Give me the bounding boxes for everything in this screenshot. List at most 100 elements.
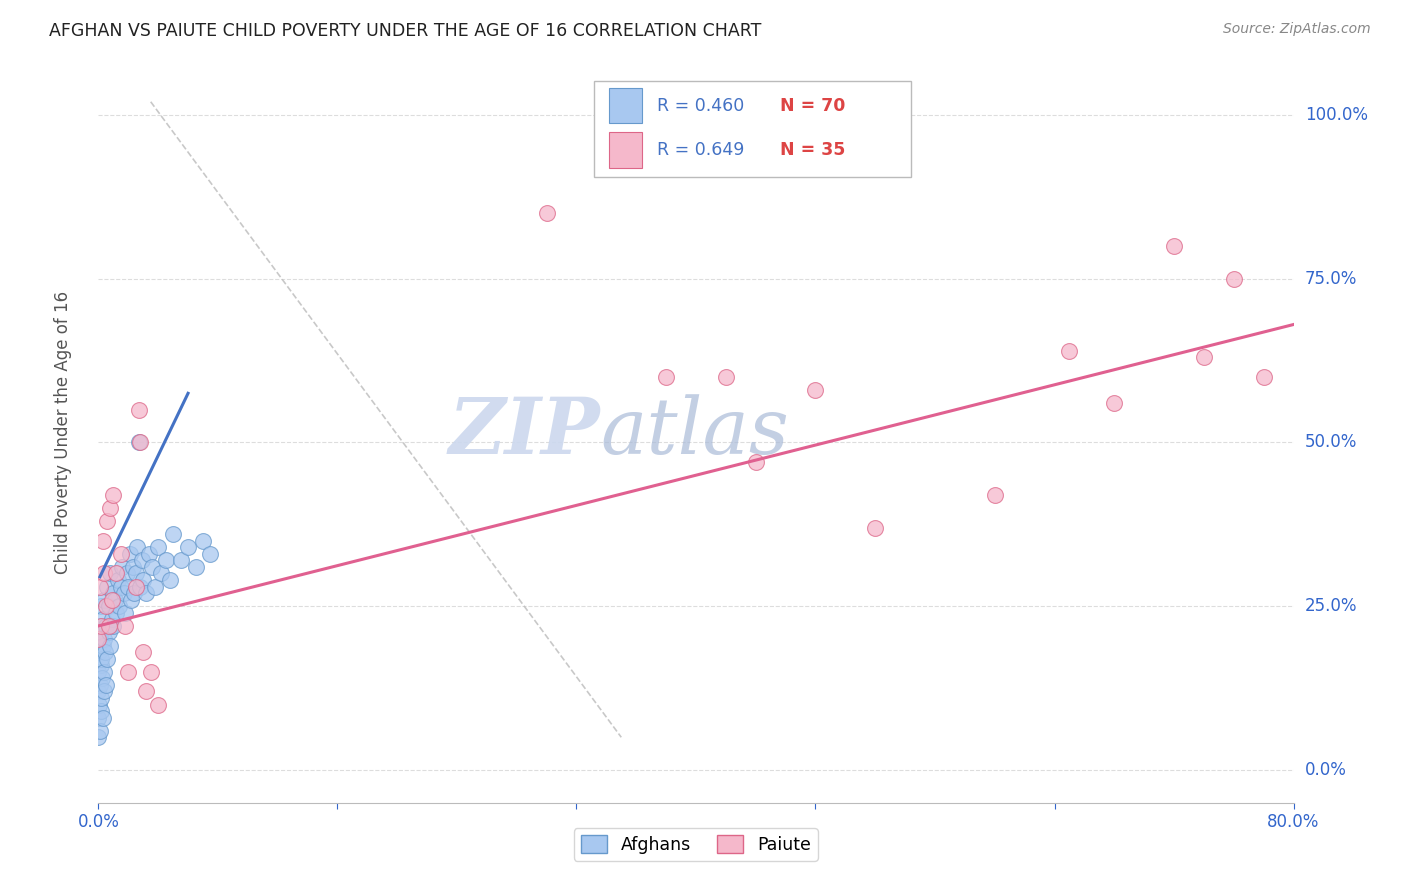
Point xyxy=(110,547,132,561)
Point xyxy=(87,711,110,725)
Point xyxy=(93,665,115,679)
Point xyxy=(148,698,170,712)
Point xyxy=(1253,370,1275,384)
Point xyxy=(91,671,114,685)
Point xyxy=(97,599,120,614)
Point xyxy=(141,560,163,574)
Point xyxy=(89,698,111,712)
Point xyxy=(101,592,124,607)
Point xyxy=(118,547,141,561)
Text: N = 35: N = 35 xyxy=(780,141,845,159)
Point xyxy=(804,383,827,397)
Point xyxy=(93,592,115,607)
Point xyxy=(114,606,136,620)
Point xyxy=(91,639,114,653)
Text: R = 0.649: R = 0.649 xyxy=(657,141,744,159)
Point xyxy=(96,514,118,528)
Point xyxy=(162,527,184,541)
Text: 100.0%: 100.0% xyxy=(1305,106,1368,124)
Text: AFGHAN VS PAIUTE CHILD POVERTY UNDER THE AGE OF 16 CORRELATION CHART: AFGHAN VS PAIUTE CHILD POVERTY UNDER THE… xyxy=(49,22,762,40)
Text: N = 70: N = 70 xyxy=(780,96,845,114)
Point xyxy=(91,612,114,626)
Point xyxy=(90,625,112,640)
Point xyxy=(191,533,214,548)
Point xyxy=(745,455,768,469)
Point xyxy=(128,402,150,417)
Point xyxy=(1163,239,1185,253)
Point xyxy=(125,580,148,594)
Point xyxy=(1104,396,1126,410)
Point xyxy=(107,573,129,587)
Point xyxy=(159,573,181,587)
Point xyxy=(94,645,117,659)
Point xyxy=(112,586,135,600)
Point xyxy=(91,533,114,548)
Point xyxy=(111,560,134,574)
Point xyxy=(94,599,117,614)
Text: ZIP: ZIP xyxy=(449,394,600,471)
Point xyxy=(124,586,146,600)
Point xyxy=(89,632,111,646)
FancyBboxPatch shape xyxy=(609,132,643,168)
Point xyxy=(98,639,122,653)
Point xyxy=(714,370,737,384)
Point xyxy=(87,684,110,698)
Text: 50.0%: 50.0% xyxy=(1305,434,1357,451)
Point xyxy=(984,488,1007,502)
Point xyxy=(143,580,166,594)
Point xyxy=(105,606,128,620)
Point xyxy=(132,573,155,587)
FancyBboxPatch shape xyxy=(609,87,643,123)
FancyBboxPatch shape xyxy=(595,81,911,178)
Point xyxy=(103,488,125,502)
Point xyxy=(90,704,112,718)
Point xyxy=(655,370,678,384)
Point xyxy=(536,206,558,220)
Point xyxy=(89,645,111,659)
Point xyxy=(127,541,149,555)
Legend: Afghans, Paiute: Afghans, Paiute xyxy=(574,828,818,861)
Point xyxy=(1192,351,1215,365)
Point xyxy=(155,553,177,567)
Point xyxy=(121,560,143,574)
Point xyxy=(103,619,125,633)
Point xyxy=(177,541,200,555)
Text: atlas: atlas xyxy=(600,394,789,471)
Point xyxy=(148,541,170,555)
Y-axis label: Child Poverty Under the Age of 16: Child Poverty Under the Age of 16 xyxy=(53,291,72,574)
Point xyxy=(91,711,114,725)
Point xyxy=(87,632,110,646)
Point xyxy=(1059,343,1081,358)
Point xyxy=(135,684,157,698)
Point xyxy=(96,651,118,665)
Point xyxy=(132,645,155,659)
Point xyxy=(97,625,120,640)
Text: R = 0.460: R = 0.460 xyxy=(657,96,744,114)
Point xyxy=(169,553,191,567)
Point xyxy=(101,612,124,626)
Point xyxy=(89,580,111,594)
Point xyxy=(90,658,112,673)
Point xyxy=(120,592,142,607)
Point xyxy=(150,566,173,581)
Point xyxy=(128,435,150,450)
Point xyxy=(865,521,887,535)
Point xyxy=(93,632,115,646)
Point xyxy=(90,690,112,705)
Text: 25.0%: 25.0% xyxy=(1305,598,1357,615)
Point xyxy=(87,731,110,745)
Point xyxy=(90,599,112,614)
Point xyxy=(96,580,118,594)
Text: 75.0%: 75.0% xyxy=(1305,269,1357,287)
Point xyxy=(129,435,152,450)
Point xyxy=(104,592,127,607)
Point xyxy=(94,678,117,692)
Point xyxy=(89,723,111,738)
Point xyxy=(98,566,122,581)
Point xyxy=(89,619,111,633)
Point xyxy=(108,599,131,614)
Point xyxy=(117,580,139,594)
Point xyxy=(98,500,122,515)
Point xyxy=(139,665,162,679)
Point xyxy=(115,566,138,581)
